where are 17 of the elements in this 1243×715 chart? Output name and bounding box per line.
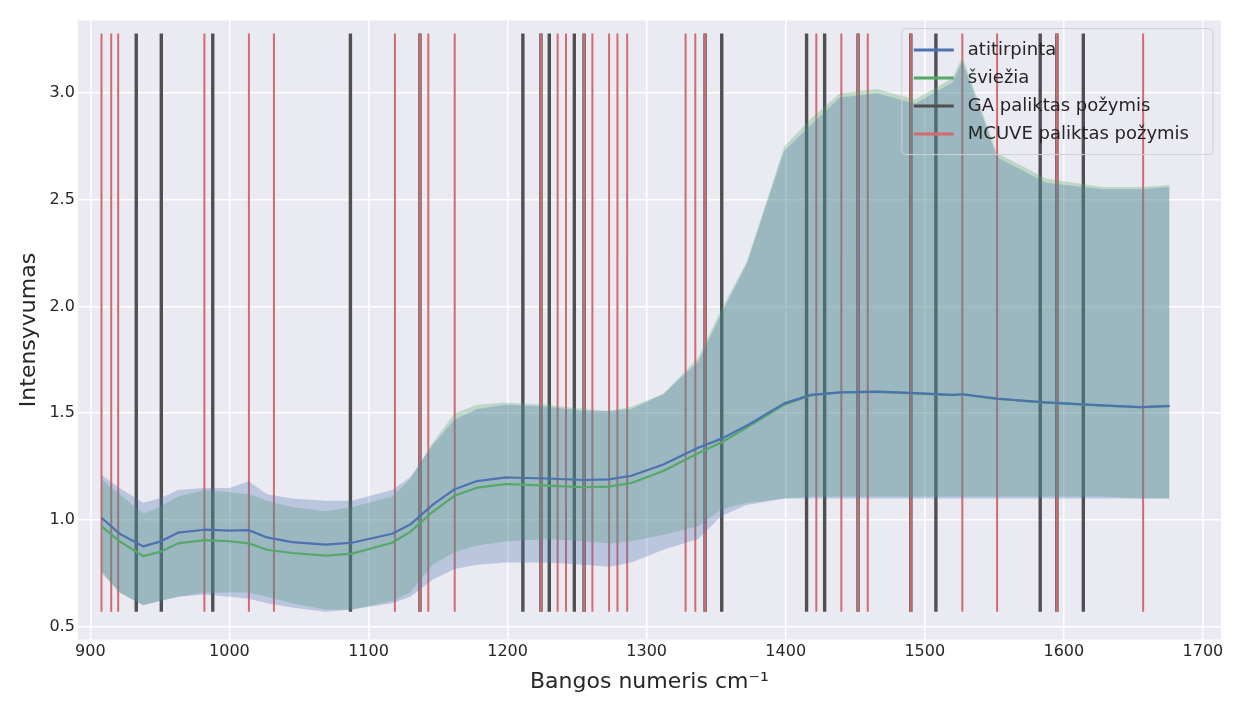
y-axis-title: Intensyvumas xyxy=(14,252,40,408)
x-axis-title: Bangos numeris cm⁻¹ xyxy=(530,667,769,693)
y-tick-label: 3.0 xyxy=(49,82,75,102)
y-tick-label: 1.0 xyxy=(49,509,75,529)
x-tick-label: 1200 xyxy=(487,641,528,661)
y-tick-label: 2.5 xyxy=(49,188,75,208)
x-tick-label: 1000 xyxy=(209,641,250,661)
y-tick-label: 1.5 xyxy=(49,402,75,422)
x-tick-label: 900 xyxy=(75,641,106,661)
x-tick-label: 1700 xyxy=(1182,641,1224,661)
x-tick-label: 1100 xyxy=(348,641,389,661)
y-tick-label: 2.0 xyxy=(49,295,75,315)
x-tick-label: 1600 xyxy=(1043,641,1085,661)
x-tick-label: 1400 xyxy=(765,641,807,661)
x-tick-label: 1500 xyxy=(904,641,946,661)
y-tick-label: 0.5 xyxy=(49,615,75,635)
x-tick-label: 1300 xyxy=(626,641,667,661)
